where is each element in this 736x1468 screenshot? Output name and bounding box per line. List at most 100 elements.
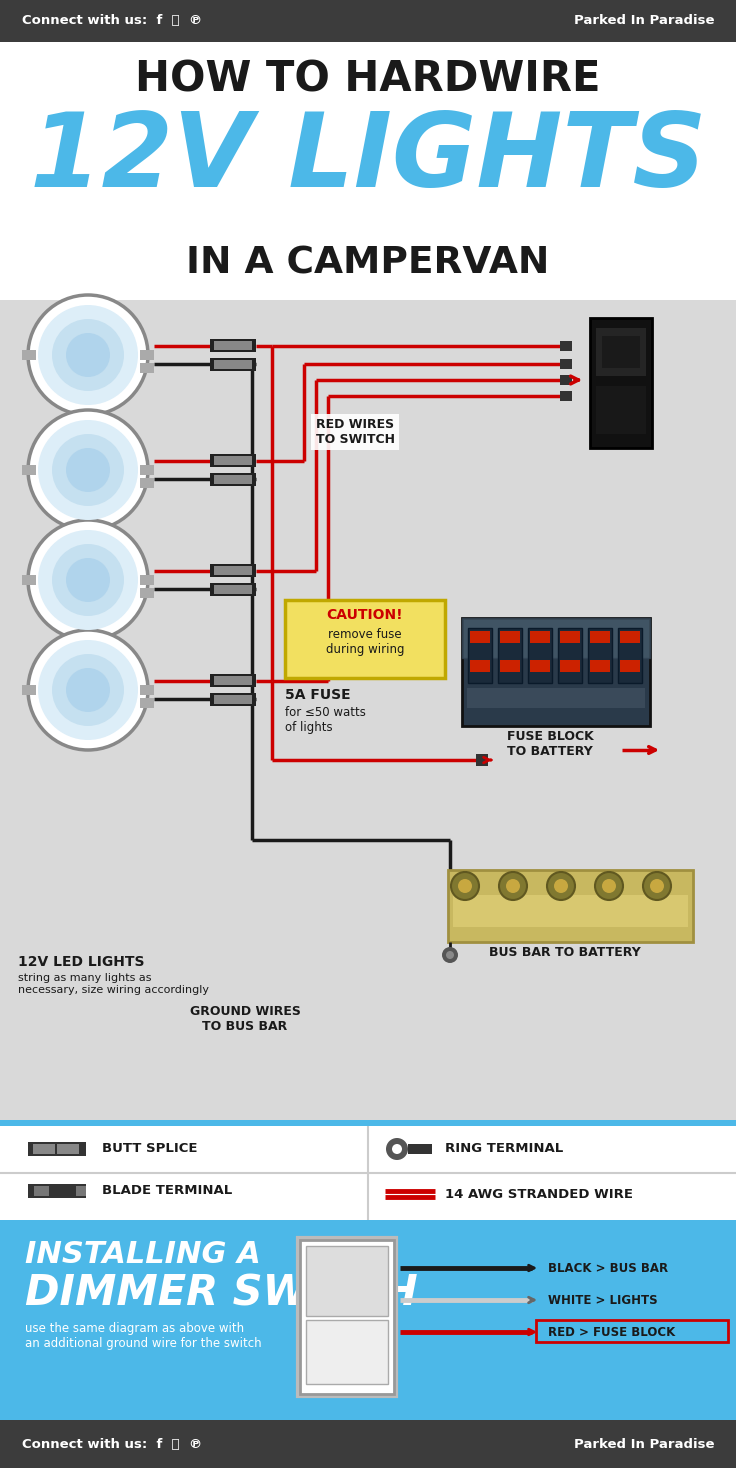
Bar [214, 586, 252, 595]
Text: DIMMER SWITCH: DIMMER SWITCH [25, 1271, 418, 1314]
Bar [530, 631, 550, 643]
Text: CAUTION!: CAUTION! [327, 608, 403, 622]
Bar [468, 628, 492, 683]
Bar [560, 341, 572, 351]
Bar [140, 589, 154, 597]
Bar [140, 465, 154, 476]
Text: use the same diagram as above with
an additional ground wire for the switch: use the same diagram as above with an ad… [25, 1323, 261, 1351]
Bar [0, 1226, 736, 1420]
Circle shape [643, 872, 671, 900]
Bar [448, 871, 693, 942]
Bar [214, 341, 252, 349]
Bar [298, 1238, 396, 1396]
Text: BUTT SPLICE: BUTT SPLICE [102, 1142, 197, 1155]
Circle shape [442, 947, 458, 963]
Circle shape [52, 655, 124, 727]
Bar [140, 575, 154, 586]
Text: FUSE BLOCK
TO BATTERY: FUSE BLOCK TO BATTERY [506, 730, 593, 757]
Text: RED > FUSE BLOCK: RED > FUSE BLOCK [548, 1326, 675, 1339]
Bar [214, 476, 252, 484]
Text: HOW TO HARDWIRE: HOW TO HARDWIRE [135, 59, 601, 100]
Bar [618, 628, 642, 683]
Text: Connect with us:  f  ⓘ  ℗: Connect with us: f ⓘ ℗ [22, 15, 202, 28]
Text: BLADE TERMINAL: BLADE TERMINAL [102, 1185, 233, 1198]
Bar [210, 339, 256, 352]
Circle shape [38, 420, 138, 520]
Text: remove fuse
during wiring: remove fuse during wiring [326, 628, 404, 656]
Bar [0, 1220, 736, 1226]
Bar [0, 43, 736, 299]
Bar [140, 697, 154, 708]
Bar [285, 600, 445, 678]
Bar [558, 628, 582, 683]
Bar [498, 628, 522, 683]
Bar [528, 628, 552, 683]
Text: BLACK > BUS BAR: BLACK > BUS BAR [548, 1261, 668, 1274]
Bar [214, 567, 252, 575]
Bar [28, 1185, 86, 1198]
Bar [620, 631, 640, 643]
Circle shape [52, 545, 124, 617]
Bar [620, 661, 640, 672]
Circle shape [66, 333, 110, 377]
Bar [214, 694, 252, 705]
Bar [560, 390, 572, 401]
Bar [476, 755, 488, 766]
Bar [214, 360, 252, 368]
Text: 12V LED LIGHTS: 12V LED LIGHTS [18, 956, 144, 969]
Text: string as many lights as
necessary, size wiring accordingly: string as many lights as necessary, size… [18, 973, 209, 995]
Bar [140, 686, 154, 694]
Bar [500, 631, 520, 643]
Circle shape [386, 1138, 408, 1160]
Bar [596, 327, 646, 376]
Bar [536, 1320, 728, 1342]
Bar [28, 1142, 86, 1155]
Bar [596, 386, 646, 435]
Bar [530, 661, 550, 672]
Circle shape [392, 1144, 402, 1154]
Bar [462, 618, 650, 727]
Bar [588, 628, 612, 683]
Bar [470, 661, 490, 672]
Bar [140, 479, 154, 487]
Bar [306, 1246, 388, 1315]
Bar [22, 575, 36, 586]
Bar [210, 564, 256, 577]
Bar [560, 360, 572, 368]
Circle shape [499, 872, 527, 900]
Circle shape [458, 879, 472, 893]
Bar [22, 465, 36, 476]
Circle shape [52, 319, 124, 390]
Bar [560, 374, 572, 385]
Bar [602, 336, 640, 368]
Circle shape [28, 630, 148, 750]
Bar [467, 688, 645, 708]
Bar [300, 1240, 394, 1395]
Bar [210, 674, 256, 687]
Circle shape [506, 879, 520, 893]
Bar [306, 1320, 388, 1384]
Circle shape [547, 872, 575, 900]
Text: GROUND WIRES
TO BUS BAR: GROUND WIRES TO BUS BAR [190, 1006, 300, 1033]
Bar [0, 1420, 736, 1468]
Circle shape [38, 640, 138, 740]
Bar [590, 631, 610, 643]
Circle shape [52, 435, 124, 506]
Bar [590, 661, 610, 672]
Bar [0, 0, 736, 43]
Bar [140, 349, 154, 360]
Text: WHITE > LIGHTS: WHITE > LIGHTS [548, 1293, 658, 1307]
Bar [33, 1144, 55, 1154]
Bar [76, 1186, 86, 1196]
Bar [0, 1126, 736, 1220]
Circle shape [595, 872, 623, 900]
Bar [210, 358, 256, 371]
Circle shape [38, 305, 138, 405]
Bar [57, 1144, 79, 1154]
Bar [34, 1186, 49, 1196]
Bar [0, 1120, 736, 1126]
Text: RED WIRES
TO SWITCH: RED WIRES TO SWITCH [316, 418, 394, 446]
Circle shape [602, 879, 616, 893]
Circle shape [28, 410, 148, 530]
Text: for ≤50 watts
of lights: for ≤50 watts of lights [285, 706, 366, 734]
